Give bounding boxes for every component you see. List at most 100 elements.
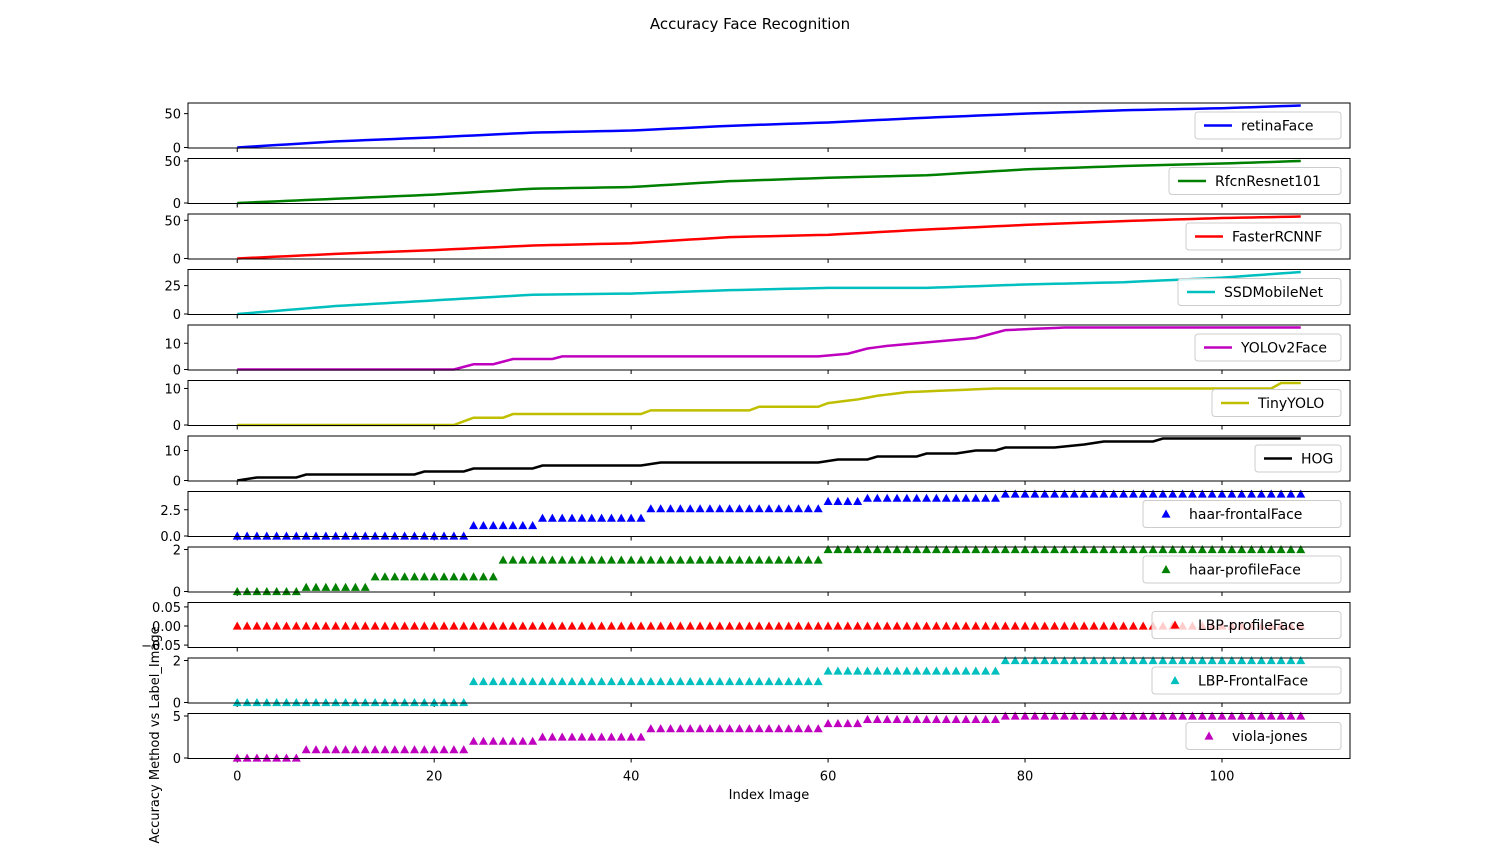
data-point xyxy=(882,493,892,502)
data-point xyxy=(459,531,469,540)
subplot-tinyyolo: 0 10 TinyYOLO xyxy=(164,380,1351,434)
data-point xyxy=(587,732,597,741)
data-point xyxy=(380,698,390,707)
data-point xyxy=(478,572,488,581)
data-point xyxy=(862,621,872,630)
data-point xyxy=(872,714,882,723)
data-point xyxy=(232,531,242,540)
y-axis-label: Accuracy Method vs Label_Image xyxy=(148,626,163,843)
data-point xyxy=(606,555,616,564)
y-tick-label: 25 xyxy=(164,280,181,295)
data-point xyxy=(853,666,863,675)
subplot-frame xyxy=(187,435,1351,482)
data-point xyxy=(1178,656,1188,665)
data-point xyxy=(301,582,311,591)
data-point xyxy=(872,666,882,675)
data-point xyxy=(616,621,626,630)
data-point xyxy=(981,493,991,502)
data-point xyxy=(616,513,626,522)
data-point xyxy=(971,714,981,723)
data-point xyxy=(459,698,469,707)
data-point xyxy=(577,555,587,564)
y-tick-label: 0 xyxy=(173,308,181,323)
data-point xyxy=(754,677,764,686)
subplot-rfcnresnet101: 0 50 RfcnResnet101 xyxy=(164,155,1351,212)
data-point xyxy=(892,545,902,554)
data-point xyxy=(597,621,607,630)
data-point xyxy=(1247,545,1257,554)
data-point xyxy=(272,587,282,596)
data-point xyxy=(1276,489,1286,498)
data-point xyxy=(1119,545,1129,554)
data-point xyxy=(1050,621,1060,630)
data-point xyxy=(577,513,587,522)
data-point xyxy=(419,745,429,754)
legend-label: FasterRCNNF xyxy=(1232,230,1322,246)
legend-box xyxy=(1142,500,1342,528)
data-point xyxy=(459,745,469,754)
data-point xyxy=(311,745,321,754)
data-point xyxy=(666,504,676,513)
data-point xyxy=(350,621,360,630)
data-point xyxy=(774,621,784,630)
data-point xyxy=(1128,621,1138,630)
data-point xyxy=(1296,545,1306,554)
series-markers-haar-profileface xyxy=(232,545,1306,596)
data-point xyxy=(951,545,961,554)
data-point xyxy=(331,621,341,630)
data-point xyxy=(646,555,656,564)
data-point xyxy=(478,521,488,530)
data-point xyxy=(1197,545,1207,554)
data-point xyxy=(862,493,872,502)
data-point xyxy=(794,555,804,564)
data-point xyxy=(1000,621,1010,630)
legend-box xyxy=(1151,611,1342,639)
data-point xyxy=(1138,621,1148,630)
data-point xyxy=(823,496,833,505)
data-point xyxy=(794,504,804,513)
data-point xyxy=(990,666,1000,675)
data-point xyxy=(1148,656,1158,665)
data-point xyxy=(390,531,400,540)
data-point xyxy=(794,621,804,630)
data-point xyxy=(685,677,695,686)
data-point xyxy=(547,513,557,522)
data-point xyxy=(912,545,922,554)
data-point xyxy=(794,677,804,686)
data-point xyxy=(1148,711,1158,720)
data-point xyxy=(557,732,567,741)
data-point xyxy=(488,621,498,630)
data-point xyxy=(606,732,616,741)
data-point xyxy=(734,621,744,630)
data-point xyxy=(961,621,971,630)
data-point xyxy=(538,621,548,630)
data-point xyxy=(744,621,754,630)
data-point xyxy=(1020,621,1030,630)
data-point xyxy=(872,493,882,502)
data-point xyxy=(685,555,695,564)
legend-box xyxy=(1211,389,1342,417)
data-point xyxy=(1187,545,1197,554)
data-point xyxy=(341,621,351,630)
data-point xyxy=(784,555,794,564)
data-point xyxy=(281,531,291,540)
data-point xyxy=(754,621,764,630)
data-point xyxy=(715,724,725,733)
data-point xyxy=(360,582,370,591)
data-point xyxy=(695,504,705,513)
data-point xyxy=(725,555,735,564)
chart-title: Accuracy Face Recognition xyxy=(650,15,850,33)
data-point xyxy=(232,621,242,630)
data-point xyxy=(892,493,902,502)
data-point xyxy=(1079,656,1089,665)
data-point xyxy=(597,732,607,741)
data-point xyxy=(370,745,380,754)
data-point xyxy=(242,753,252,762)
data-point xyxy=(1010,489,1020,498)
data-point xyxy=(685,504,695,513)
data-point xyxy=(971,666,981,675)
data-point xyxy=(695,677,705,686)
data-point xyxy=(774,677,784,686)
data-point xyxy=(341,531,351,540)
data-point xyxy=(912,714,922,723)
